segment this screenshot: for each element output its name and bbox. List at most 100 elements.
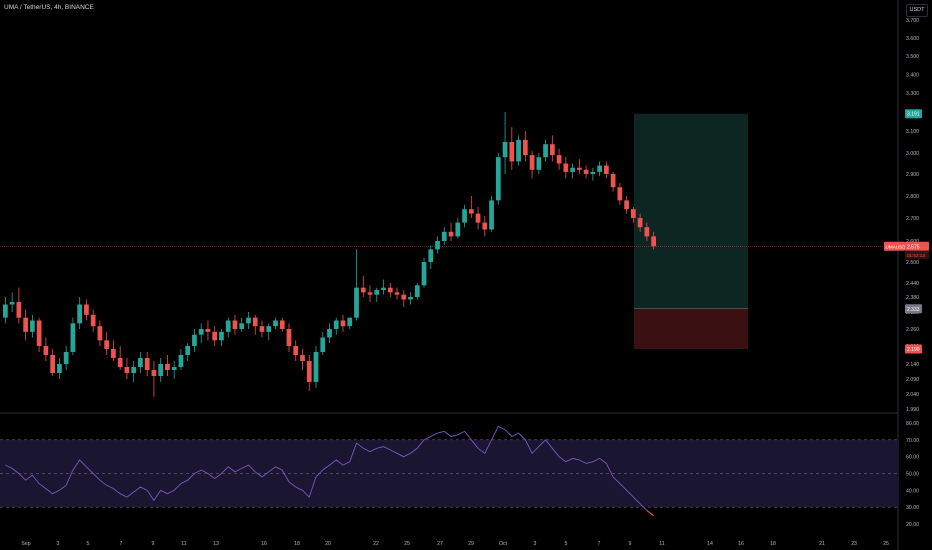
candle — [111, 340, 116, 361]
candle — [293, 340, 299, 361]
candle-body — [576, 167, 582, 170]
candle — [509, 127, 515, 170]
candle-body — [306, 361, 312, 382]
candle — [57, 358, 62, 379]
y-tick-label: 3.500 — [906, 54, 919, 60]
candle — [205, 320, 211, 341]
candle — [549, 135, 555, 162]
candle — [198, 323, 204, 344]
candle-body — [90, 314, 96, 327]
x-tick-label: 3 — [534, 541, 537, 547]
candle — [583, 165, 589, 179]
candle-body — [97, 326, 103, 341]
candle-body — [70, 323, 76, 352]
candle-body — [563, 163, 569, 172]
candle — [367, 285, 373, 302]
candle — [462, 204, 467, 228]
candle — [543, 139, 548, 162]
candle — [77, 297, 83, 329]
candle-body — [475, 213, 481, 223]
candle-body — [347, 317, 353, 327]
candle — [340, 314, 346, 332]
stop-loss-label-text: 2.190 — [907, 347, 920, 353]
candle-body — [279, 320, 285, 329]
candle — [651, 231, 656, 250]
candle-body — [9, 302, 15, 305]
candle — [529, 150, 535, 179]
candle — [428, 245, 434, 269]
x-tick-label: 13 — [213, 541, 219, 547]
candle-body — [50, 355, 56, 373]
candle-body — [144, 358, 150, 370]
candle-body — [320, 337, 326, 352]
candle — [124, 358, 130, 379]
candle — [165, 355, 170, 376]
candle-body — [583, 169, 589, 174]
candle — [448, 222, 454, 241]
candle-body — [205, 329, 211, 332]
candle-body — [185, 346, 191, 355]
candle — [131, 361, 137, 382]
candle — [522, 131, 528, 162]
candle-body — [462, 209, 467, 223]
loss-zone — [634, 308, 748, 349]
candle-body — [590, 171, 596, 174]
candle-body — [597, 165, 602, 172]
candle — [360, 276, 366, 297]
candle — [185, 343, 191, 361]
candle-body — [367, 292, 373, 295]
candle — [313, 346, 319, 388]
last-price-bg — [905, 241, 929, 251]
x-tick-label: 27 — [437, 541, 443, 547]
x-tick-label: 22 — [373, 541, 379, 547]
candle — [144, 352, 150, 376]
rsi-tick-label: 40.00 — [906, 488, 919, 494]
y-tick-label: 3.000 — [906, 151, 919, 157]
y-tick-label: 1.990 — [906, 407, 919, 413]
candle — [273, 317, 278, 329]
candle-body — [381, 287, 386, 290]
candle — [300, 349, 305, 370]
x-tick-label: 18 — [294, 541, 300, 547]
stop-loss-label-bg — [905, 344, 922, 354]
candle-body — [631, 209, 636, 218]
rsi-band — [0, 439, 898, 508]
candle-body — [603, 165, 609, 174]
symbol-tag-bg — [884, 241, 905, 251]
candle — [306, 355, 312, 391]
candle-body — [111, 349, 116, 358]
candle — [212, 326, 218, 346]
x-tick-label: 7 — [598, 541, 601, 547]
rsi-tick-label: 70.00 — [906, 438, 919, 444]
y-tick-label: 2.260 — [906, 327, 919, 333]
candle — [387, 283, 393, 297]
candle — [117, 346, 123, 370]
candle-body — [448, 231, 454, 237]
candle — [50, 349, 56, 376]
rsi-line — [5, 425, 654, 516]
candle — [70, 317, 76, 355]
candle — [36, 317, 42, 352]
x-tick-label: 9 — [629, 541, 632, 547]
candle-body — [610, 174, 616, 188]
candle-body — [549, 144, 555, 156]
candle-body — [489, 200, 494, 230]
candle — [597, 161, 602, 177]
y-tick-label: 2.140 — [906, 362, 919, 368]
countdown-bg — [905, 250, 929, 259]
candle-body — [333, 320, 339, 329]
candle — [475, 207, 481, 230]
x-tick-label: 9 — [152, 541, 155, 547]
candle-body — [84, 304, 89, 315]
x-tick-label: 11 — [181, 541, 186, 547]
rsi-tick-label: 20.00 — [906, 522, 919, 528]
x-tick-label: 21 — [819, 541, 825, 547]
candle — [570, 163, 575, 179]
candle — [381, 279, 386, 295]
candle — [644, 222, 650, 241]
candle — [482, 215, 488, 237]
currency-button[interactable]: USDT — [906, 4, 928, 17]
candle-body — [131, 367, 137, 373]
x-tick-label: 5 — [565, 541, 568, 547]
